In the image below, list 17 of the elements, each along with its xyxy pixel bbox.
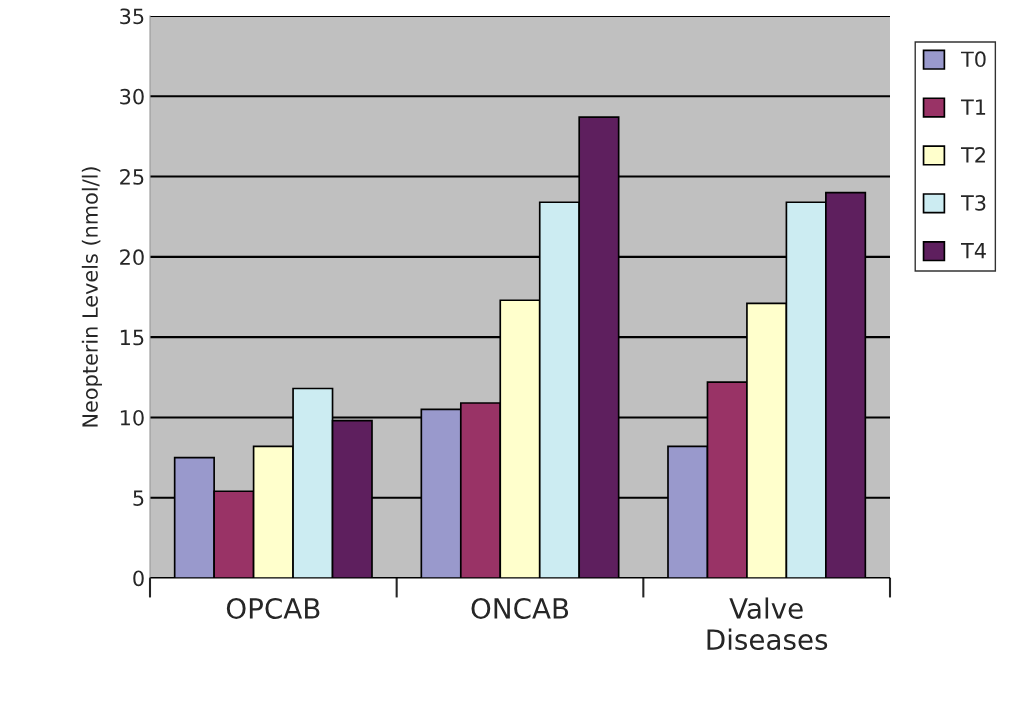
legend-label: T1 <box>960 99 986 115</box>
y-tick-label: 0 <box>133 570 144 587</box>
x-tick-label: OPCAB <box>226 597 320 619</box>
y-tick-label: 25 <box>120 169 144 185</box>
y-tick-label: 5 <box>133 490 144 506</box>
y-tick-label: 15 <box>120 329 144 346</box>
legend-label: T3 <box>960 194 986 211</box>
legend-label: T2 <box>960 147 985 163</box>
y-tick-label: 20 <box>120 249 144 266</box>
legend-label: T0 <box>960 51 986 68</box>
x-tick-label: Valve Diseases <box>707 597 828 651</box>
x-tick-label: ONCAB <box>471 597 569 619</box>
legend-label: T4 <box>960 243 986 259</box>
y-axis-title: Neopterin Levels (nmol/l) <box>81 167 102 427</box>
y-tick-label: 30 <box>120 88 144 105</box>
y-tick-label: 10 <box>120 409 144 426</box>
y-tick-label: 35 <box>120 8 144 25</box>
